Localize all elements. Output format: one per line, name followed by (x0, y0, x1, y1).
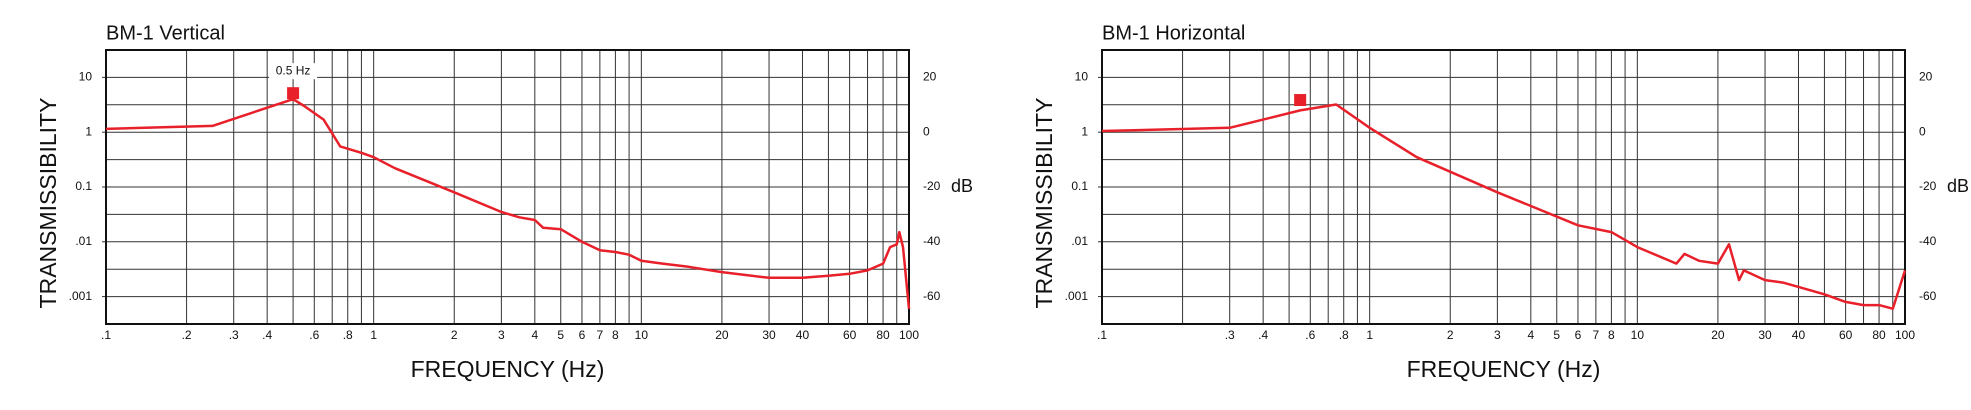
y2-tick-label: -60 (1919, 289, 1937, 303)
x-tick-label: 7 (1593, 328, 1600, 342)
y2-tick-label: -20 (1919, 179, 1937, 193)
y-tick-label: .01 (1071, 234, 1088, 248)
data-line (105, 97, 911, 309)
y-axis-label: TRANSMISSIBILITY (1031, 98, 1057, 309)
y2-tick-label: 20 (1919, 70, 1933, 84)
x-tick-label: 4 (531, 328, 538, 342)
y-tick-label: 1 (1081, 124, 1088, 138)
y-tick-label: .001 (1065, 289, 1089, 303)
x-tick-label: 4 (1527, 328, 1534, 342)
x-tick-label: .8 (1339, 328, 1349, 342)
annotation-bg (269, 63, 318, 80)
x-tick-label: 40 (796, 328, 810, 342)
x-tick-label: .4 (262, 328, 272, 342)
x-tick-label: 40 (1792, 328, 1806, 342)
x-tick-label: 3 (1494, 328, 1501, 342)
x-tick-label: 5 (1553, 328, 1560, 342)
x-tick-label: .3 (229, 328, 239, 342)
marker (1294, 94, 1307, 107)
x-tick-label: .3 (1225, 328, 1235, 342)
x-tick-label: 80 (876, 328, 890, 342)
y-tick-label: 1 (85, 124, 92, 138)
y2-tick-label: 0 (923, 124, 930, 138)
x-tick-label: 8 (612, 328, 619, 342)
y2-axis-label: dB (951, 176, 973, 196)
x-tick-label: 20 (1711, 328, 1725, 342)
plot-frame (105, 49, 910, 325)
chart-title: BM-1 Horizontal (1102, 22, 1245, 44)
x-tick-label: 60 (843, 328, 857, 342)
chart-title: BM-1 Vertical (106, 22, 225, 44)
x-tick-label: 30 (762, 328, 776, 342)
y2-tick-label: -40 (1919, 234, 1937, 248)
y2-tick-label: -60 (923, 289, 941, 303)
x-tick-label: 6 (1575, 328, 1582, 342)
y-tick-label: 10 (79, 70, 93, 84)
y-tick-label: .001 (69, 289, 93, 303)
x-tick-label: 100 (899, 328, 919, 342)
x-tick-label: 1 (1366, 328, 1373, 342)
x-tick-label: 1 (370, 328, 377, 342)
y2-tick-label: -20 (923, 179, 941, 193)
x-tick-label: .4 (1258, 328, 1268, 342)
marker (287, 87, 300, 100)
x-tick-label: 8 (1608, 328, 1615, 342)
y-tick-label: 0.1 (75, 179, 92, 193)
x-tick-label: 5 (557, 328, 564, 342)
x-tick-label: .6 (1305, 328, 1315, 342)
y-tick-label: .01 (75, 234, 92, 248)
x-tick-label: .8 (343, 328, 353, 342)
data-line (1101, 103, 1907, 310)
chart: BM-1 Vertical.1.2.3.4.6.8 1 2 3 4 5 6 7 8 10 20 30 4… (35, 22, 973, 382)
x-tick-label: 30 (1758, 328, 1772, 342)
x-tick-label: 100 (1895, 328, 1915, 342)
x-tick-label: .6 (309, 328, 319, 342)
x-tick-label: .1 (101, 328, 111, 342)
y2-tick-label: 0 (1919, 124, 1926, 138)
x-tick-label: .1 (1097, 328, 1107, 342)
chart: BM-1 Horizontal.1.3.4.6.8 1 2 3 4 5 6 7 8 10 20 30 4… (1031, 22, 1969, 382)
x-tick-label: 20 (715, 328, 729, 342)
x-tick-label: .2 (182, 328, 192, 342)
x-axis-label: FREQUENCY (Hz) (1407, 356, 1601, 382)
plot-frame (1101, 49, 1906, 325)
x-tick-label: 2 (451, 328, 458, 342)
x-tick-label: 6 (579, 328, 586, 342)
x-tick-label: 3 (498, 328, 505, 342)
y2-tick-label: -40 (923, 234, 941, 248)
y-tick-label: 10 (1075, 70, 1089, 84)
annotation: 0.5 Hz (276, 63, 311, 77)
x-tick-label: 10 (1631, 328, 1645, 342)
x-tick-label: 2 (1447, 328, 1454, 342)
y2-tick-label: 20 (923, 70, 937, 84)
x-tick-label: 10 (635, 328, 649, 342)
x-tick-label: 80 (1872, 328, 1886, 342)
y2-axis-label: dB (1947, 176, 1969, 196)
y-tick-label: 0.1 (1071, 179, 1088, 193)
x-tick-label: 7 (597, 328, 604, 342)
y-axis-label: TRANSMISSIBILITY (35, 98, 61, 309)
x-axis-label: FREQUENCY (Hz) (411, 356, 605, 382)
x-tick-label: 60 (1839, 328, 1853, 342)
